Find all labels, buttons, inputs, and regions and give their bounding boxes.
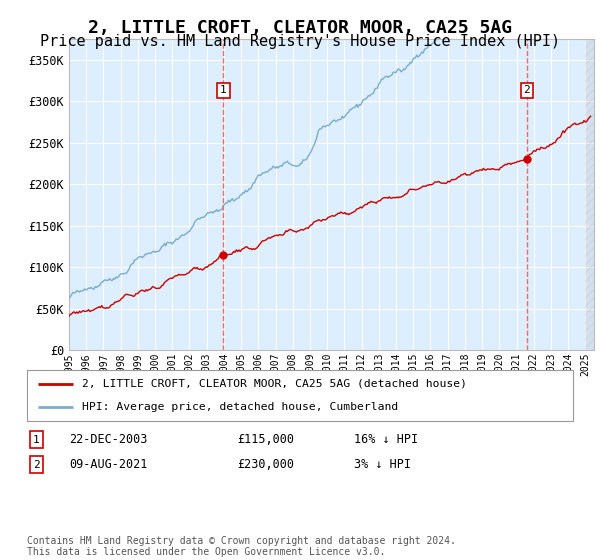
Text: 22-DEC-2003: 22-DEC-2003 (69, 433, 148, 446)
FancyBboxPatch shape (27, 370, 573, 421)
Text: 2, LITTLE CROFT, CLEATOR MOOR, CA25 5AG: 2, LITTLE CROFT, CLEATOR MOOR, CA25 5AG (88, 19, 512, 37)
Text: Contains HM Land Registry data © Crown copyright and database right 2024.
This d: Contains HM Land Registry data © Crown c… (27, 535, 456, 557)
Text: 1: 1 (220, 86, 227, 96)
Text: HPI: Average price, detached house, Cumberland: HPI: Average price, detached house, Cumb… (82, 402, 398, 412)
Text: 09-AUG-2021: 09-AUG-2021 (69, 458, 148, 472)
Text: 2, LITTLE CROFT, CLEATOR MOOR, CA25 5AG (detached house): 2, LITTLE CROFT, CLEATOR MOOR, CA25 5AG … (82, 379, 467, 389)
Text: 2: 2 (33, 460, 40, 470)
Bar (586, 39, 594, 350)
Text: Price paid vs. HM Land Registry's House Price Index (HPI): Price paid vs. HM Land Registry's House … (40, 34, 560, 49)
Text: 1: 1 (33, 435, 40, 445)
Text: 16% ↓ HPI: 16% ↓ HPI (354, 433, 418, 446)
Text: 3% ↓ HPI: 3% ↓ HPI (354, 458, 411, 472)
Text: £230,000: £230,000 (237, 458, 294, 472)
Text: 2: 2 (523, 86, 530, 96)
Text: £115,000: £115,000 (237, 433, 294, 446)
